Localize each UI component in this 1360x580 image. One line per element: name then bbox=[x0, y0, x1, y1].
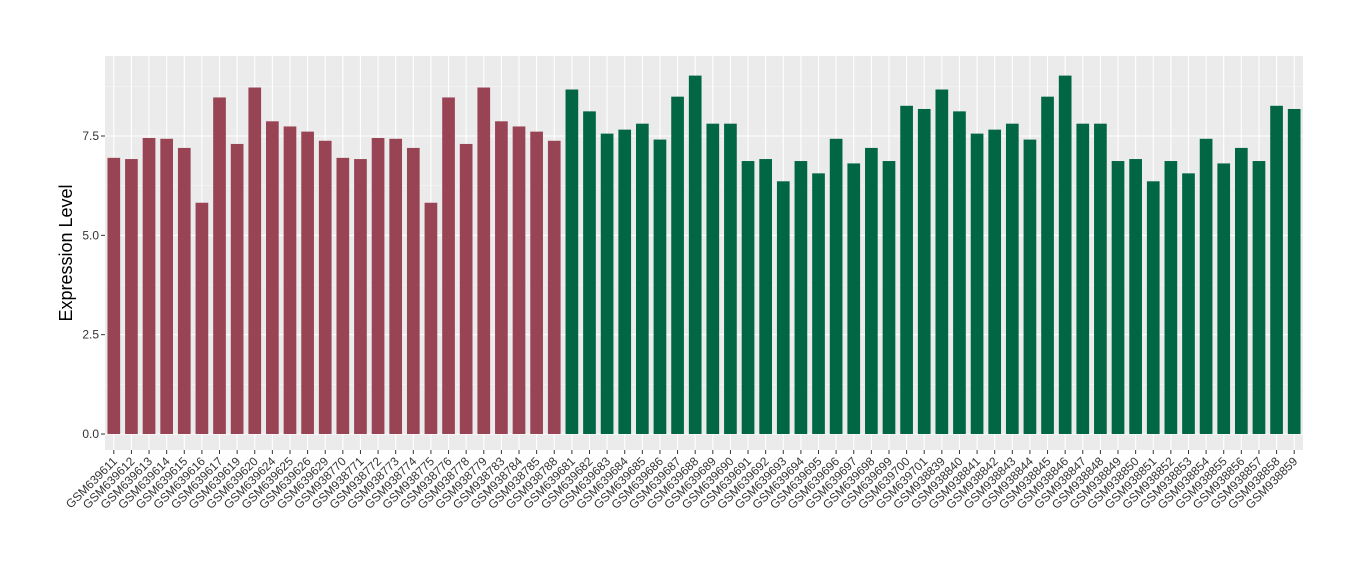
bar bbox=[688, 75, 702, 434]
bar bbox=[442, 97, 455, 434]
bar bbox=[1041, 96, 1054, 434]
bar bbox=[1234, 147, 1248, 435]
bar bbox=[459, 143, 473, 435]
bar bbox=[301, 131, 314, 434]
bar bbox=[1182, 173, 1195, 434]
bar bbox=[477, 87, 491, 434]
bar bbox=[1076, 123, 1090, 434]
bar bbox=[1094, 123, 1107, 434]
bar bbox=[635, 123, 649, 434]
bar bbox=[953, 111, 966, 435]
bar bbox=[177, 147, 191, 435]
bar bbox=[1058, 75, 1072, 434]
bar bbox=[1111, 161, 1125, 435]
bar bbox=[583, 111, 596, 435]
bar bbox=[794, 161, 808, 435]
bar bbox=[318, 140, 332, 434]
bar bbox=[1129, 159, 1142, 434]
bar bbox=[160, 138, 174, 435]
bar bbox=[847, 163, 861, 434]
y-axis: 0.0 2.5 5.0 7.5 bbox=[82, 129, 105, 441]
bar bbox=[671, 96, 684, 434]
bar bbox=[512, 126, 526, 435]
bar bbox=[917, 108, 931, 435]
x-axis: GSM639611GSM639612GSM639613GSM639614GSM6… bbox=[63, 450, 1301, 512]
bar bbox=[865, 147, 878, 435]
bar bbox=[600, 133, 614, 434]
bar bbox=[741, 161, 755, 435]
y-tick-label: 0.0 bbox=[82, 427, 99, 441]
bar bbox=[1164, 161, 1178, 435]
bar bbox=[195, 202, 209, 434]
bar bbox=[970, 133, 984, 434]
bar bbox=[812, 173, 825, 434]
bar bbox=[1270, 105, 1283, 434]
bar bbox=[776, 181, 790, 434]
bars bbox=[107, 75, 1301, 435]
bar bbox=[230, 143, 244, 435]
y-axis-title: Expression Level bbox=[56, 184, 76, 321]
y-tick-label: 5.0 bbox=[82, 228, 99, 242]
bar bbox=[389, 138, 403, 435]
bar bbox=[724, 123, 737, 434]
bar bbox=[266, 121, 279, 434]
bar bbox=[882, 161, 896, 435]
bar bbox=[125, 159, 138, 434]
bar bbox=[900, 105, 913, 434]
bar bbox=[336, 157, 350, 434]
bar bbox=[565, 89, 579, 435]
bar bbox=[829, 138, 843, 435]
bar bbox=[406, 147, 420, 435]
bar bbox=[1252, 161, 1266, 435]
bar bbox=[248, 87, 262, 434]
bar bbox=[706, 123, 720, 434]
bar bbox=[354, 159, 367, 434]
bar bbox=[530, 131, 543, 434]
bar bbox=[618, 129, 632, 434]
bar bbox=[371, 137, 385, 434]
bar bbox=[1199, 138, 1213, 435]
bar bbox=[1023, 139, 1037, 435]
bar bbox=[547, 140, 561, 434]
bar bbox=[283, 126, 297, 435]
bar bbox=[495, 121, 508, 434]
bar bbox=[213, 97, 226, 434]
bar bbox=[1287, 108, 1301, 435]
bar bbox=[1005, 123, 1019, 434]
y-tick-label: 7.5 bbox=[82, 129, 99, 143]
bar bbox=[107, 157, 121, 434]
bar bbox=[988, 129, 1002, 434]
bar bbox=[759, 159, 773, 434]
bar bbox=[142, 137, 156, 434]
bar bbox=[424, 202, 438, 434]
bar bbox=[1146, 181, 1160, 434]
bar bbox=[1217, 163, 1231, 434]
bar bbox=[935, 89, 949, 435]
bar bbox=[653, 139, 667, 435]
y-tick-label: 2.5 bbox=[82, 328, 99, 342]
